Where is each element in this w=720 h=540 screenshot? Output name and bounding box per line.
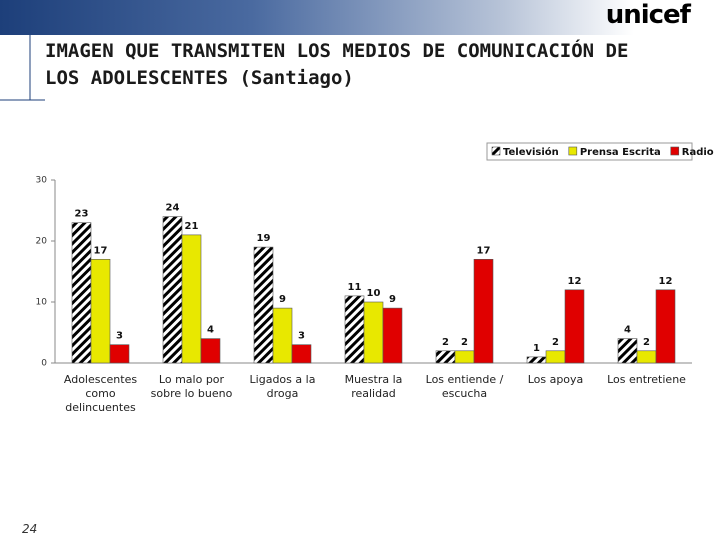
x-tick-label: Ligados a la droga [249,373,316,400]
bar [109,344,130,364]
bar [90,258,111,364]
header-band [0,0,720,35]
x-tick-label: Adolescentes como delincuentes [63,373,138,414]
data-label: 12 [568,276,582,287]
legend-label: Radio [682,147,714,158]
bar [382,307,403,364]
legend-swatch [568,146,578,156]
data-label: 2 [442,337,449,348]
legend-swatch [670,146,680,156]
data-label: 1 [533,343,540,354]
bar [435,350,456,364]
x-tick-label: Lo malo por sobre lo bueno [150,373,233,400]
bar [564,289,585,364]
y-tick-label: 30 [36,176,48,186]
data-label: 3 [298,331,305,342]
legend-label: Prensa Escrita [580,147,661,158]
chart-title: IMAGEN QUE TRANSMITEN LOS MEDIOS DE COMU… [45,40,629,89]
x-tick-label: Muestra la realidad [344,373,403,400]
data-label: 11 [348,282,362,293]
data-label: 4 [624,325,631,336]
data-label: 17 [94,245,108,256]
bar [200,338,221,364]
page-number: 24 [22,522,38,536]
data-label: 24 [166,203,180,214]
legend-swatch [491,146,501,156]
legend-label: Televisión [503,146,559,158]
logo: unicef [605,0,691,30]
bar [655,289,676,364]
bar [526,356,547,364]
y-tick-label: 20 [36,237,48,247]
data-label: 2 [461,337,468,348]
data-label: 17 [477,245,491,256]
bar [617,338,638,364]
data-label: 12 [659,276,673,287]
x-tick-label: Los apoya [527,373,584,386]
data-label: 21 [185,221,199,232]
bar [253,246,274,364]
bar [181,234,202,364]
bar [473,258,494,364]
legend-box [486,142,693,161]
bar [291,344,312,364]
data-label: 9 [389,294,396,305]
bar [545,350,566,364]
y-tick-label: 0 [41,359,47,369]
bar [363,301,384,364]
x-tick-label: Los entretiene [607,373,686,386]
y-tick-label: 10 [36,298,48,308]
bar [162,216,183,364]
data-label: 10 [367,288,381,299]
data-label: 19 [257,233,271,244]
data-label: 4 [207,325,214,336]
data-label: 2 [643,337,650,348]
bar [344,295,365,364]
data-label: 3 [116,331,123,342]
bar [636,350,657,364]
data-label: 9 [279,294,286,305]
bar [272,307,293,364]
bar [454,350,475,364]
bar [71,222,92,364]
data-label: 23 [75,209,89,220]
x-tick-label: Los entiende / escucha [425,373,504,400]
data-label: 2 [552,337,559,348]
